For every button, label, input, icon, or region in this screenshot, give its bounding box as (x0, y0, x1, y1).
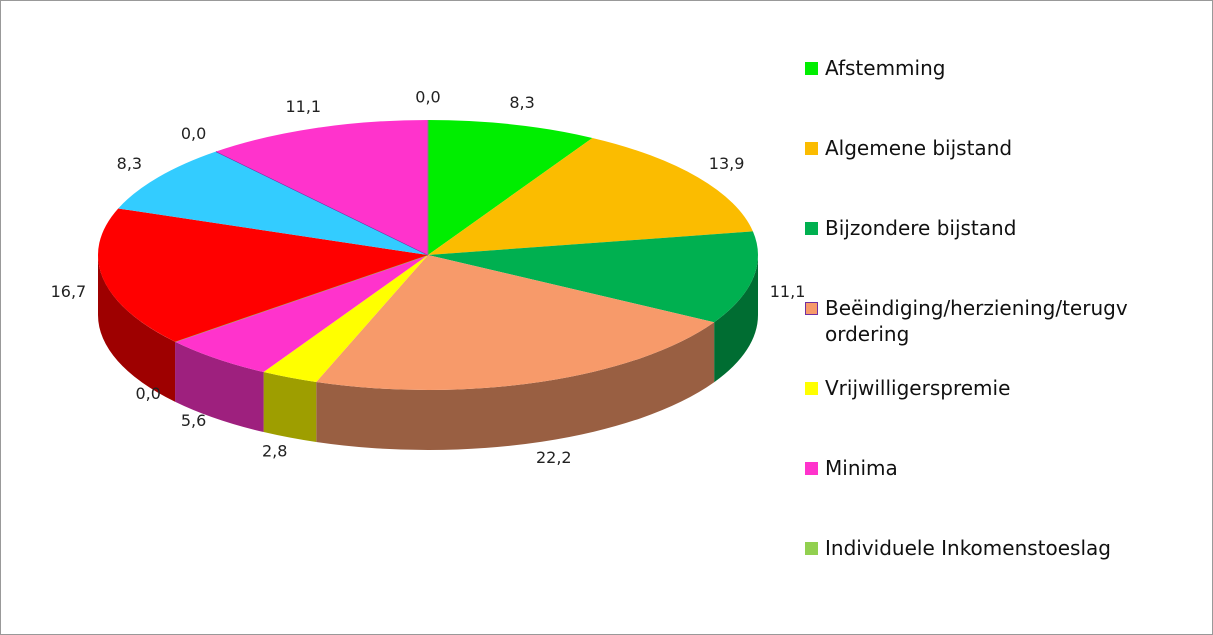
legend-swatch (805, 542, 818, 555)
slice (98, 208, 428, 342)
slice (216, 120, 428, 255)
legend-label: Vrijwilligerspremie (825, 376, 1011, 400)
data-label: 11,1 (285, 97, 321, 116)
data-label: 8,3 (509, 93, 534, 112)
data-label: 0,0 (181, 124, 206, 143)
data-label: 22,2 (536, 448, 572, 467)
slice (428, 137, 753, 255)
slice (118, 151, 428, 255)
legend-label: Bijzondere bijstand (825, 216, 1017, 240)
data-label: 16,7 (51, 282, 87, 301)
legend-item: Afstemming (805, 55, 1135, 81)
legend-item: Beëindiging/herziening/terugvordering (805, 295, 1135, 347)
legend-item: Bijzondere bijstand (805, 215, 1135, 241)
legend-item: Vrijwilligerspremie (805, 375, 1135, 401)
slice-side (97, 255, 176, 402)
legend-item: Algemene bijstand (805, 135, 1135, 161)
legend-item: Individuele Inkomenstoeslag (805, 535, 1135, 561)
slice (428, 120, 593, 255)
legend-label: Afstemming (825, 56, 946, 80)
data-label: 11,1 (770, 282, 806, 301)
data-label: 13,9 (709, 154, 745, 173)
legend-swatch (805, 462, 818, 475)
legend-swatch (805, 382, 818, 395)
legend-swatch (805, 62, 818, 75)
slice (263, 255, 428, 383)
legend-label: Minima (825, 456, 898, 480)
legend-label: Beëindiging/herziening/terugvordering (825, 296, 1128, 346)
slice (316, 255, 715, 390)
data-label: 8,3 (117, 154, 142, 173)
data-label: 5,6 (181, 411, 206, 430)
legend-label: Algemene bijstand (825, 136, 1013, 160)
legend-swatch (805, 302, 818, 315)
slice-side (175, 341, 264, 433)
legend-label: Individuele Inkomenstoeslag (825, 536, 1111, 560)
legend-item: Minima (805, 455, 1135, 481)
data-label: 2,8 (262, 441, 287, 460)
slice-side (316, 322, 715, 450)
data-label: 0,0 (136, 384, 161, 403)
slice (175, 255, 428, 373)
slice-side (263, 372, 317, 443)
legend-swatch (805, 142, 818, 155)
slice-side (714, 255, 758, 383)
legend-swatch (805, 222, 818, 235)
slice (428, 231, 758, 323)
data-label: 0,0 (415, 88, 440, 107)
